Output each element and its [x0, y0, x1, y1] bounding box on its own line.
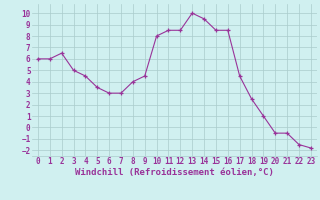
- X-axis label: Windchill (Refroidissement éolien,°C): Windchill (Refroidissement éolien,°C): [75, 168, 274, 177]
